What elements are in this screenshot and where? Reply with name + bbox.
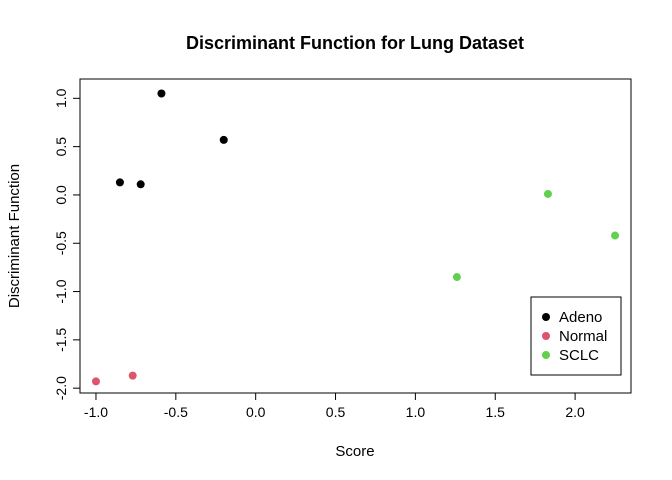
x-tick-label: 1.5 [486, 404, 506, 420]
x-tick-label: 0.0 [246, 404, 266, 420]
data-point-adeno [136, 180, 145, 189]
y-tick-label: -2.0 [53, 376, 69, 400]
legend-label: Adeno [559, 309, 602, 326]
x-tick-label: 1.0 [406, 404, 426, 420]
y-axis-label: Discriminant Function [6, 164, 23, 308]
legend-label: SCLC [559, 347, 599, 364]
data-point-adeno [219, 135, 228, 144]
legend-marker [542, 313, 550, 321]
y-tick-label: -1.0 [53, 279, 69, 303]
y-tick-label: -0.5 [53, 231, 69, 255]
x-axis: -1.0 -0.5 0.0 0.5 1.0 1.5 2.0 [84, 392, 585, 420]
legend-marker [542, 351, 550, 359]
y-tick-label: 1.0 [53, 88, 69, 108]
x-axis-label: Score [335, 443, 374, 460]
y-tick-label: 0.5 [53, 137, 69, 157]
y-tick-label: 0.0 [53, 185, 69, 205]
x-tick-label: 0.5 [326, 404, 346, 420]
legend: Adeno Normal SCLC [530, 296, 622, 376]
legend-label: Normal [559, 328, 607, 345]
legend-marker [542, 332, 550, 340]
y-axis: -2.0 -1.5 -1.0 -0.5 0.0 0.5 1.0 [53, 88, 81, 400]
data-point-normal [91, 377, 100, 386]
data-point-normal [128, 371, 137, 380]
x-tick-label: -0.5 [164, 404, 188, 420]
x-tick-label: 2.0 [565, 404, 585, 420]
data-point-adeno [115, 178, 124, 187]
x-tick-label: -1.0 [84, 404, 108, 420]
data-point-sclc [611, 231, 620, 240]
data-point-adeno [157, 89, 166, 98]
y-tick-label: -1.5 [53, 328, 69, 352]
data-point-sclc [543, 189, 552, 198]
chart-title: Discriminant Function for Lung Dataset [186, 33, 524, 53]
data-points [91, 89, 620, 386]
data-point-sclc [452, 273, 461, 282]
